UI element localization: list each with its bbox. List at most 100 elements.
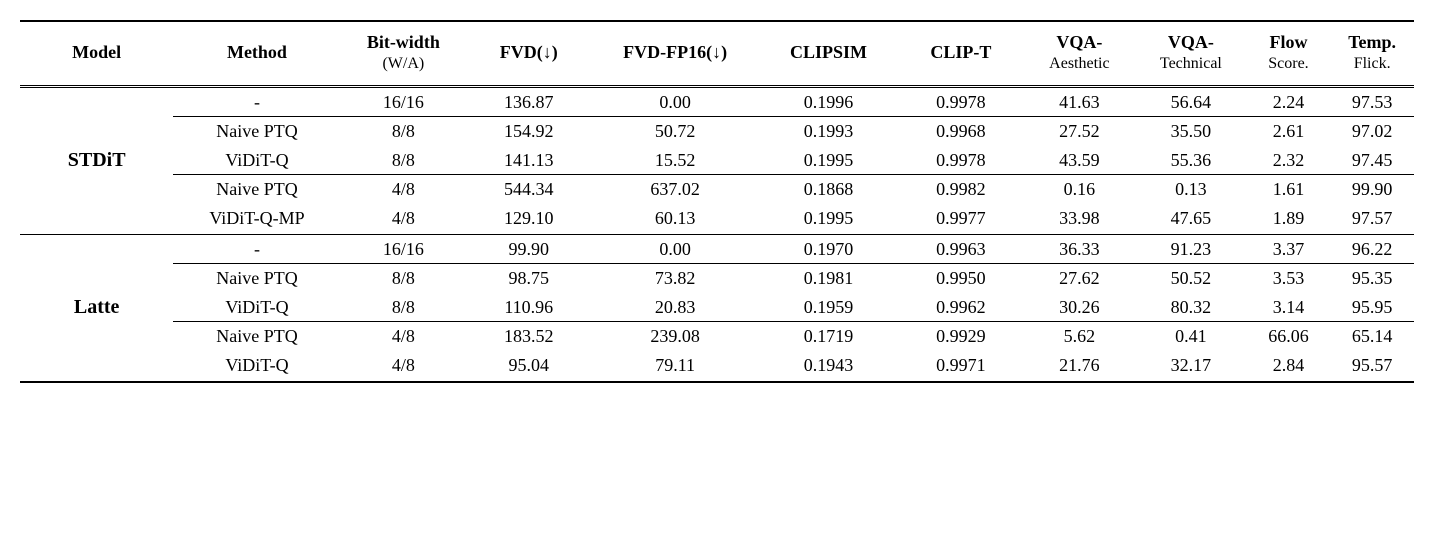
col-fvd: FVD(↓) <box>466 21 591 83</box>
fvd-cell: 154.92 <box>466 117 591 146</box>
col-temp-sub: Flick. <box>1336 54 1408 73</box>
temp-flick-cell: 97.53 <box>1330 86 1414 117</box>
fvd-fp16-cell: 239.08 <box>592 322 759 351</box>
fvd-cell: 110.96 <box>466 293 591 322</box>
temp-flick-cell: 97.57 <box>1330 204 1414 233</box>
fvd-cell: 95.04 <box>466 351 591 380</box>
fvd-cell: 141.13 <box>466 146 591 175</box>
fvd-fp16-cell: 50.72 <box>592 117 759 146</box>
method-cell: ViDiT-Q <box>173 351 340 380</box>
col-clip-t: CLIP-T <box>898 21 1023 83</box>
col-vqa-aesthetic: VQA- Aesthetic <box>1024 21 1136 83</box>
results-table: Model Method Bit-width (W/A) FVD(↓) FVD-… <box>20 20 1414 383</box>
col-vqa-a-sub: Aesthetic <box>1030 54 1130 73</box>
temp-flick-cell: 97.02 <box>1330 117 1414 146</box>
vqa-technical-cell: 0.41 <box>1135 322 1247 351</box>
flow-score-cell: 3.53 <box>1247 264 1331 293</box>
clip-t-cell: 0.9968 <box>898 117 1023 146</box>
vqa-aesthetic-cell: 36.33 <box>1024 234 1136 264</box>
temp-flick-cell: 95.35 <box>1330 264 1414 293</box>
fvd-fp16-cell: 637.02 <box>592 175 759 204</box>
flow-score-cell: 2.61 <box>1247 117 1331 146</box>
col-vqa-technical: VQA- Technical <box>1135 21 1247 83</box>
clip-t-cell: 0.9978 <box>898 86 1023 117</box>
bitwidth-cell: 8/8 <box>341 117 466 146</box>
bottom-rule <box>20 380 1414 382</box>
bitwidth-cell: 16/16 <box>341 86 466 117</box>
col-vqa-t-main: VQA- <box>1141 32 1241 54</box>
clipsim-cell: 0.1943 <box>759 351 898 380</box>
col-bitwidth-sub: (W/A) <box>347 54 460 73</box>
vqa-aesthetic-cell: 43.59 <box>1024 146 1136 175</box>
method-cell: Naive PTQ <box>173 264 340 293</box>
clip-t-cell: 0.9982 <box>898 175 1023 204</box>
flow-score-cell: 66.06 <box>1247 322 1331 351</box>
fvd-cell: 99.90 <box>466 234 591 264</box>
method-cell: Naive PTQ <box>173 322 340 351</box>
table-row: ViDiT-Q8/8110.9620.830.19590.996230.2680… <box>20 293 1414 322</box>
flow-score-cell: 2.24 <box>1247 86 1331 117</box>
table-row: STDiT-16/16136.870.000.19960.997841.6356… <box>20 86 1414 117</box>
fvd-fp16-cell: 20.83 <box>592 293 759 322</box>
fvd-cell: 544.34 <box>466 175 591 204</box>
temp-flick-cell: 65.14 <box>1330 322 1414 351</box>
bitwidth-cell: 4/8 <box>341 175 466 204</box>
vqa-aesthetic-cell: 27.62 <box>1024 264 1136 293</box>
fvd-cell: 98.75 <box>466 264 591 293</box>
table-row: ViDiT-Q-MP4/8129.1060.130.19950.997733.9… <box>20 204 1414 233</box>
temp-flick-cell: 97.45 <box>1330 146 1414 175</box>
fvd-cell: 183.52 <box>466 322 591 351</box>
vqa-technical-cell: 47.65 <box>1135 204 1247 233</box>
col-bitwidth-main: Bit-width <box>347 32 460 54</box>
fvd-fp16-cell: 73.82 <box>592 264 759 293</box>
col-flow-main: Flow <box>1253 32 1325 54</box>
vqa-technical-cell: 80.32 <box>1135 293 1247 322</box>
col-flow-sub: Score. <box>1253 54 1325 73</box>
temp-flick-cell: 96.22 <box>1330 234 1414 264</box>
col-method: Method <box>173 21 340 83</box>
table-row: ViDiT-Q4/895.0479.110.19430.997121.7632.… <box>20 351 1414 380</box>
col-fvd-fp16: FVD-FP16(↓) <box>592 21 759 83</box>
flow-score-cell: 2.32 <box>1247 146 1331 175</box>
temp-flick-cell: 95.57 <box>1330 351 1414 380</box>
clipsim-cell: 0.1996 <box>759 86 898 117</box>
vqa-aesthetic-cell: 30.26 <box>1024 293 1136 322</box>
clip-t-cell: 0.9962 <box>898 293 1023 322</box>
flow-score-cell: 1.61 <box>1247 175 1331 204</box>
fvd-cell: 136.87 <box>466 86 591 117</box>
temp-flick-cell: 95.95 <box>1330 293 1414 322</box>
table-row: Naive PTQ8/8154.9250.720.19930.996827.52… <box>20 117 1414 146</box>
method-cell: ViDiT-Q-MP <box>173 204 340 233</box>
method-cell: Naive PTQ <box>173 117 340 146</box>
fvd-fp16-cell: 60.13 <box>592 204 759 233</box>
vqa-technical-cell: 0.13 <box>1135 175 1247 204</box>
bitwidth-cell: 4/8 <box>341 322 466 351</box>
col-bitwidth: Bit-width (W/A) <box>341 21 466 83</box>
fvd-fp16-cell: 0.00 <box>592 234 759 264</box>
header-row: Model Method Bit-width (W/A) FVD(↓) FVD-… <box>20 21 1414 83</box>
vqa-aesthetic-cell: 33.98 <box>1024 204 1136 233</box>
clipsim-cell: 0.1993 <box>759 117 898 146</box>
clipsim-cell: 0.1981 <box>759 264 898 293</box>
clip-t-cell: 0.9963 <box>898 234 1023 264</box>
clip-t-cell: 0.9978 <box>898 146 1023 175</box>
col-temp-flick: Temp. Flick. <box>1330 21 1414 83</box>
bitwidth-cell: 8/8 <box>341 264 466 293</box>
bitwidth-cell: 8/8 <box>341 146 466 175</box>
method-cell: - <box>173 234 340 264</box>
clipsim-cell: 0.1719 <box>759 322 898 351</box>
col-model: Model <box>20 21 173 83</box>
bitwidth-cell: 4/8 <box>341 351 466 380</box>
fvd-fp16-cell: 79.11 <box>592 351 759 380</box>
vqa-aesthetic-cell: 0.16 <box>1024 175 1136 204</box>
clipsim-cell: 0.1995 <box>759 146 898 175</box>
flow-score-cell: 1.89 <box>1247 204 1331 233</box>
col-temp-main: Temp. <box>1336 32 1408 54</box>
fvd-cell: 129.10 <box>466 204 591 233</box>
vqa-aesthetic-cell: 5.62 <box>1024 322 1136 351</box>
bitwidth-cell: 8/8 <box>341 293 466 322</box>
vqa-aesthetic-cell: 41.63 <box>1024 86 1136 117</box>
clipsim-cell: 0.1995 <box>759 204 898 233</box>
col-flow-score: Flow Score. <box>1247 21 1331 83</box>
clipsim-cell: 0.1868 <box>759 175 898 204</box>
